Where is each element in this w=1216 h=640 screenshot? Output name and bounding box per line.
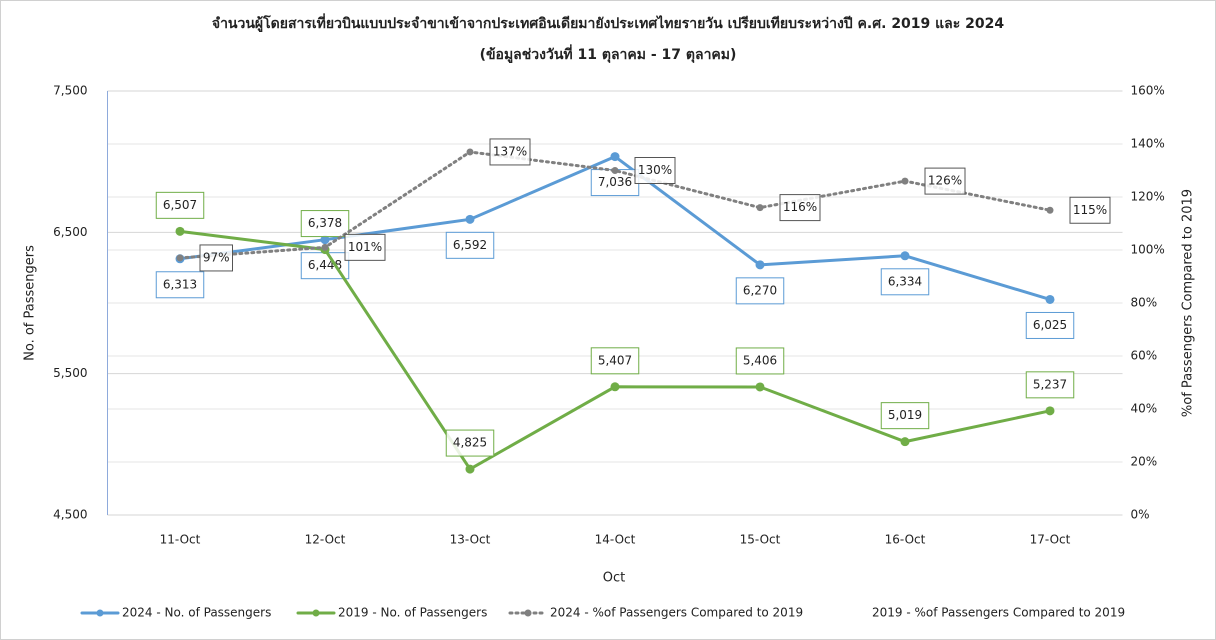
data-label: 6,592 [453,238,487,252]
label-box [735,347,785,375]
x-tick-label: 13-Oct [450,533,491,547]
point [465,464,475,474]
data-label: 6,378 [308,216,342,230]
data-label: 4,825 [453,436,487,450]
y-axis-title: No. of Passengers [23,245,38,361]
point [1046,206,1054,214]
point [755,382,765,392]
legend-marker [312,609,320,617]
legend-label: 2024 - %of Passengers Compared to 2019 [550,606,803,620]
y-tick-label: 4,500 [53,508,87,522]
data-label: 126% [928,174,962,188]
label-box [1025,311,1075,339]
label-box [1025,371,1075,399]
chart-title: จำนวนผู้โดยสารเที่ยวบินแบบประจำขาเข้าจาก… [212,13,1005,32]
label-box [735,277,785,305]
y2-tick-label: 40% [1131,402,1158,416]
data-label: 5,237 [1033,377,1067,391]
data-label: 6,507 [163,198,197,212]
x-tick-label: 15-Oct [740,533,781,547]
point [321,243,329,251]
x-axis-title: Oct [603,571,625,586]
y2-tick-label: 160% [1131,84,1165,98]
y-tick-label: 7,500 [53,84,87,98]
data-label: 5,407 [598,353,632,367]
label-box [489,138,531,166]
label-box [634,157,676,184]
label-box [880,402,930,430]
point [466,148,474,156]
data-label: 101% [348,240,382,254]
y2-tick-label: 80% [1131,296,1158,310]
label-box [344,233,386,261]
data-label: 5,406 [743,353,777,367]
point [900,437,910,447]
legend-marker [96,609,104,617]
point [176,254,184,262]
legend-marker [524,609,532,617]
label-box [155,271,205,299]
y2-tick-label: 20% [1131,455,1158,469]
y2-tick-label: 120% [1131,190,1165,204]
y2-tick-label: 60% [1131,349,1158,363]
label-box [445,231,495,259]
x-tick-label: 14-Oct [595,533,636,547]
chart-subtitle: (ข้อมูลช่วงวันที่ 11 ตุลาคม - 17 ตุลาคม) [480,44,737,63]
label-box [590,347,640,375]
y-tick-label: 5,500 [53,366,87,380]
data-label: 137% [493,144,527,158]
point [901,177,909,185]
data-label: 6,270 [743,283,777,297]
point [756,204,764,212]
data-label: 115% [1073,203,1107,217]
x-tick-label: 16-Oct [885,533,926,547]
label-box [779,194,821,222]
legend-label: 2019 - %of Passengers Compared to 2019 [872,606,1125,620]
label-box [199,244,233,272]
data-label: 130% [638,163,672,177]
point [1045,406,1055,416]
label-box [445,429,495,457]
point [755,260,765,270]
point [900,251,910,261]
point [611,167,619,174]
point [320,235,330,245]
point [610,382,620,392]
y2-tick-label: 100% [1131,243,1165,257]
y2-tick-label: 140% [1131,137,1165,151]
point [175,226,185,236]
label-box [300,252,350,280]
label-box [155,191,205,219]
data-label: 6,025 [1033,318,1067,332]
data-label: 5,019 [888,408,922,422]
label-box [1069,196,1111,224]
data-label: 116% [783,200,817,214]
data-label: 97% [203,250,230,264]
label-box [924,167,966,195]
point [610,152,620,162]
label-box [880,268,930,296]
x-tick-label: 11-Oct [160,533,201,547]
point [1045,294,1055,304]
x-tick-label: 12-Oct [305,533,346,547]
legend-label: 2019 - No. of Passengers [338,606,487,620]
point [465,214,475,224]
data-label: 6,313 [163,277,197,291]
y2-tick-label: 0% [1131,508,1150,522]
legend-label: 2024 - No. of Passengers [122,606,271,620]
y2-axis-title: %of Passengers Compared to 2019 [1181,189,1196,417]
x-tick-label: 17-Oct [1030,533,1071,547]
data-label: 7,036 [598,175,632,189]
data-label: 6,334 [888,274,922,288]
label-box [300,210,350,238]
y-tick-label: 6,500 [53,225,87,239]
